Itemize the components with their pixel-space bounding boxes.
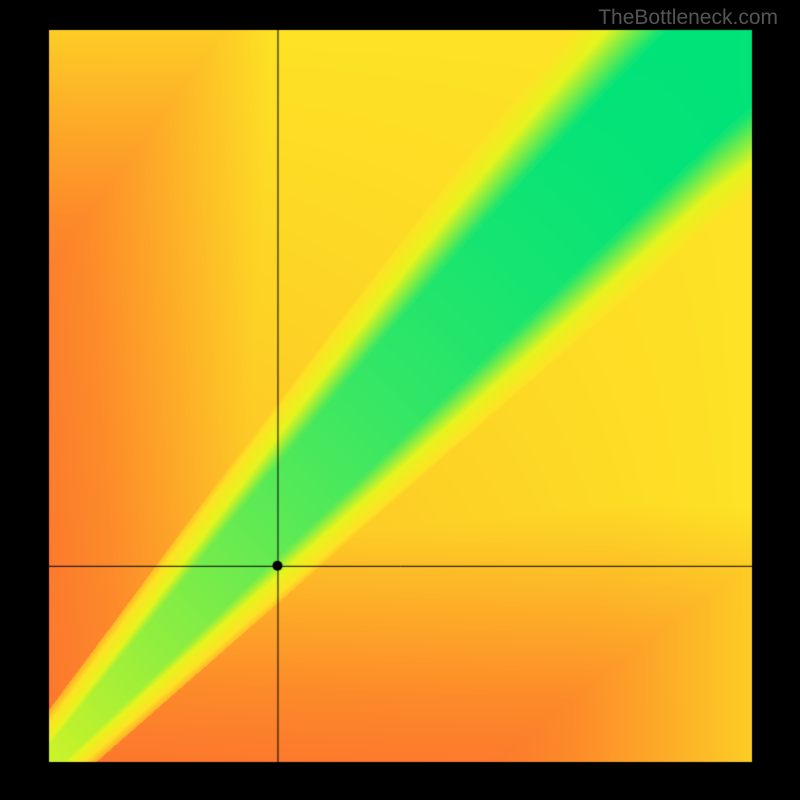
chart-container: TheBottleneck.com — [0, 0, 800, 800]
watermark-text: TheBottleneck.com — [598, 6, 778, 30]
bottleneck-heatmap — [0, 0, 800, 800]
